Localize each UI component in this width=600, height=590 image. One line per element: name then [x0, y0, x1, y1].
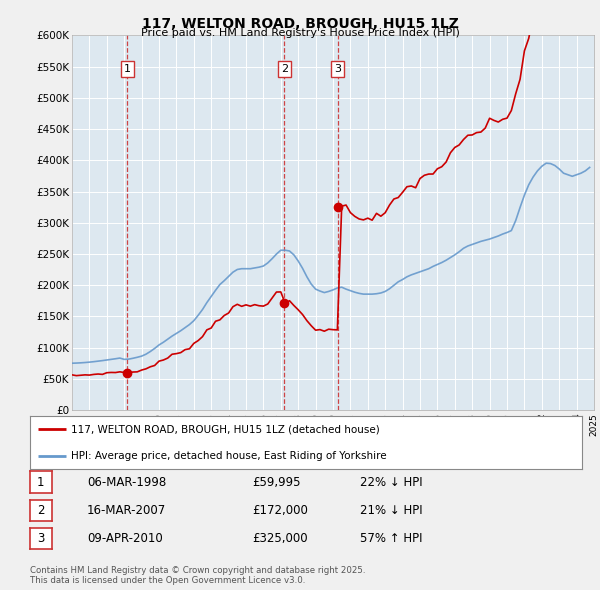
Text: 3: 3: [334, 64, 341, 74]
Text: 22% ↓ HPI: 22% ↓ HPI: [360, 476, 422, 489]
Text: Price paid vs. HM Land Registry's House Price Index (HPI): Price paid vs. HM Land Registry's House …: [140, 28, 460, 38]
Text: 1: 1: [124, 64, 131, 74]
Text: 2: 2: [37, 504, 44, 517]
Text: 21% ↓ HPI: 21% ↓ HPI: [360, 504, 422, 517]
Text: 06-MAR-1998: 06-MAR-1998: [87, 476, 166, 489]
Text: 117, WELTON ROAD, BROUGH, HU15 1LZ (detached house): 117, WELTON ROAD, BROUGH, HU15 1LZ (deta…: [71, 424, 380, 434]
Text: 09-APR-2010: 09-APR-2010: [87, 532, 163, 545]
Text: HPI: Average price, detached house, East Riding of Yorkshire: HPI: Average price, detached house, East…: [71, 451, 387, 461]
Text: £325,000: £325,000: [252, 532, 308, 545]
Text: Contains HM Land Registry data © Crown copyright and database right 2025.
This d: Contains HM Land Registry data © Crown c…: [30, 566, 365, 585]
Text: 117, WELTON ROAD, BROUGH, HU15 1LZ: 117, WELTON ROAD, BROUGH, HU15 1LZ: [142, 17, 458, 31]
Text: 1: 1: [37, 476, 44, 489]
Text: 3: 3: [37, 532, 44, 545]
Text: 16-MAR-2007: 16-MAR-2007: [87, 504, 166, 517]
Text: 2: 2: [281, 64, 288, 74]
Text: 57% ↑ HPI: 57% ↑ HPI: [360, 532, 422, 545]
Text: £59,995: £59,995: [252, 476, 301, 489]
Text: £172,000: £172,000: [252, 504, 308, 517]
